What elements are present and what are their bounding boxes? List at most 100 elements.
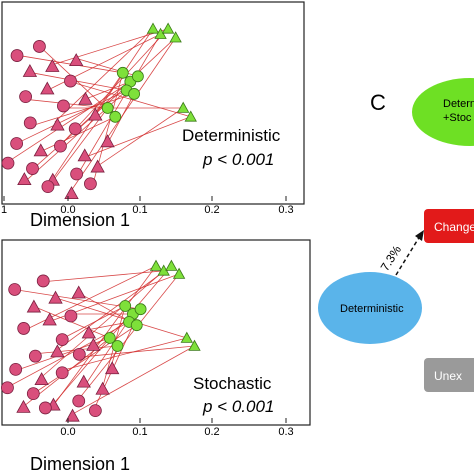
dashed-arrow <box>395 235 421 276</box>
arrow-head <box>415 230 424 241</box>
connector-line <box>69 37 176 193</box>
unexplained-box <box>424 358 474 392</box>
green-triangle-point <box>165 259 178 271</box>
magenta-triangle-point <box>77 148 92 162</box>
x-tick-label: 0.2 <box>204 204 219 216</box>
top-method-label: Deterministic <box>182 126 281 145</box>
magenta-circle-point <box>41 180 55 194</box>
green-circle-point <box>134 303 147 316</box>
magenta-triangle-point <box>45 58 60 72</box>
magenta-circle-point <box>10 49 24 62</box>
unexplained-box-label: Unex <box>434 369 462 383</box>
magenta-triangle-point <box>81 325 97 339</box>
x-tick-label: 1 <box>1 204 7 216</box>
top-x-axis-label: Dimension 1 <box>30 210 130 230</box>
magenta-circle-point <box>36 274 50 288</box>
bottom-data-points <box>1 259 201 422</box>
green-circle-point <box>109 110 122 123</box>
magenta-circle-point <box>9 362 23 376</box>
connector-line <box>92 72 124 118</box>
connector-line <box>63 337 187 371</box>
x-tick-label: 0.2 <box>204 426 219 438</box>
top-x-ticks: 1 0.0 0.1 0.2 0.3 <box>1 196 294 216</box>
magenta-triangle-point <box>90 159 105 173</box>
panel-c-diagram: C Detern +Stoc Change Deterministic 7.3%… <box>318 78 474 392</box>
change-box-label: Change <box>434 220 474 234</box>
magenta-triangle-point <box>26 299 42 313</box>
connector-line <box>107 93 135 144</box>
magenta-circle-point <box>17 322 31 335</box>
connector-line <box>78 345 195 358</box>
bottom-method-label: Stochastic <box>193 374 272 393</box>
magenta-triangle-point <box>69 53 84 67</box>
green-triangle-point <box>188 339 201 351</box>
magenta-triangle-point <box>34 372 49 386</box>
bottom-scatter-panel: Stochastic p < 0.001 0.0 0.1 0.2 0.3 Dimens… <box>1 239 311 474</box>
bottom-plot-frame <box>1 239 311 426</box>
green-circle-point <box>119 300 132 312</box>
connector-line <box>84 116 191 158</box>
green-triangle-point <box>146 22 160 34</box>
magenta-circle-point <box>70 167 84 181</box>
magenta-triangle-point <box>100 134 115 148</box>
magenta-circle-point <box>88 404 102 418</box>
connector-line <box>69 81 191 118</box>
magenta-circle-point <box>26 387 40 401</box>
green-circle-point <box>101 102 114 114</box>
magenta-circle-point <box>54 139 67 153</box>
magenta-circle-point <box>55 366 69 380</box>
connector-line <box>32 72 127 91</box>
magenta-circle-point <box>64 309 78 323</box>
deterministic-ellipse <box>318 272 422 344</box>
change-box <box>424 209 474 243</box>
green-circle-point <box>111 340 124 352</box>
magenta-triangle-point <box>64 186 79 199</box>
magenta-triangle-point <box>16 399 31 413</box>
green-triangle-point <box>184 110 197 122</box>
magenta-triangle-point <box>95 381 110 395</box>
connector-line <box>32 324 137 395</box>
green-ellipse-line2: +Stoc <box>443 112 472 124</box>
connector-line <box>63 305 126 339</box>
x-tick-label: 0.1 <box>132 426 147 438</box>
magenta-circle-point <box>10 137 24 150</box>
connector-line <box>46 28 154 188</box>
magenta-circle-point <box>72 347 86 361</box>
green-circle-point <box>128 88 141 100</box>
connector-line <box>16 90 127 144</box>
connector-line <box>9 81 131 162</box>
magenta-triangle-point <box>88 107 103 121</box>
green-triangle-point <box>180 331 193 343</box>
panel-letter-c: C <box>370 90 386 115</box>
magenta-triangle-point <box>22 63 38 77</box>
magenta-circle-point <box>1 156 15 170</box>
green-circle-point <box>131 70 144 83</box>
green-circle-point <box>116 66 129 79</box>
magenta-circle-point <box>28 349 42 363</box>
connector-line <box>77 58 139 77</box>
magenta-triangle-point <box>76 374 91 388</box>
magenta-circle-point <box>1 381 14 395</box>
green-circle-point <box>130 319 143 332</box>
magenta-triangle-point <box>86 337 101 351</box>
top-plot-frame <box>1 1 305 205</box>
magenta-circle-point <box>72 394 86 408</box>
x-tick-label: 0.3 <box>278 204 293 216</box>
connector-line <box>55 265 172 352</box>
x-tick-label: 0.1 <box>132 204 147 216</box>
magenta-triangle-point <box>50 117 65 131</box>
magenta-triangle-point <box>17 172 32 186</box>
green-triangle-point <box>149 259 163 271</box>
connector-line <box>71 345 195 416</box>
connector-line <box>40 270 164 379</box>
magenta-circle-point <box>55 333 69 346</box>
magenta-triangle-point <box>42 312 57 326</box>
magenta-triangle-point <box>40 81 55 95</box>
connector-line <box>31 76 139 170</box>
deterministic-stochastic-ellipse <box>412 78 474 146</box>
bottom-x-ticks: 0.0 0.1 0.2 0.3 <box>60 418 294 438</box>
top-data-points <box>1 22 197 199</box>
x-tick-label: 0.0 <box>60 426 75 438</box>
magenta-circle-point <box>19 90 32 104</box>
